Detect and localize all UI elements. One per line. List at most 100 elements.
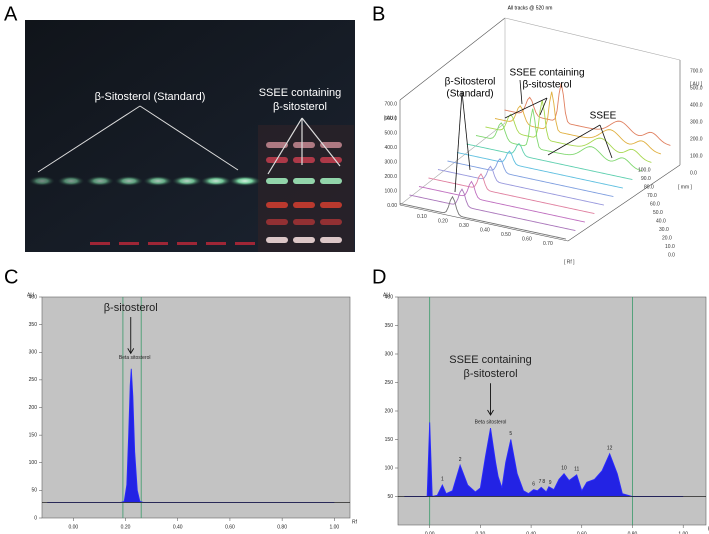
x-tick-label: 0.60 xyxy=(225,524,235,530)
y-tick-label: 400 xyxy=(29,294,38,300)
z-tick-label: 0.00 xyxy=(387,203,397,209)
y-axis-label: AU xyxy=(27,292,34,298)
sample-band xyxy=(320,178,342,184)
plot3d-title: All tracks @ 520 nm xyxy=(508,5,553,11)
sample-band xyxy=(293,219,315,225)
sample-band xyxy=(266,178,288,184)
y-tick-label: 250 xyxy=(29,377,38,383)
z-tick-label: 300.0 xyxy=(384,159,397,165)
depth-tick-label: 100.0 xyxy=(638,167,651,173)
y-tick-label: 250 xyxy=(385,380,394,386)
axis-line xyxy=(399,204,569,242)
x-tick-label: 0.80 xyxy=(277,524,287,530)
origin-band xyxy=(235,242,255,245)
peak-label: 9 xyxy=(549,480,552,486)
track-trace xyxy=(409,188,576,231)
track-trace xyxy=(437,165,604,206)
standard-band xyxy=(29,176,55,186)
peak-label: 7 xyxy=(539,479,542,485)
x-tick-label: 0.20 xyxy=(121,524,131,530)
x-axis-label: Rf xyxy=(352,519,358,525)
sample-band xyxy=(293,142,315,148)
y-tick-label: 100 xyxy=(29,460,38,466)
arrow xyxy=(139,105,239,171)
track-trace xyxy=(485,100,652,163)
depth-unit: [ mm ] xyxy=(678,184,692,190)
densitogram: 50 100 150 200 250 300 350 400 0.00 0.20 0.40 0.60 0… xyxy=(383,292,709,534)
callout: β-sitosterol xyxy=(104,302,158,314)
y-tick-label: 200 xyxy=(29,405,38,411)
arrow xyxy=(539,97,548,116)
depth-tick-label: 20.0 xyxy=(662,235,672,241)
sample-band xyxy=(320,142,342,148)
standard-band xyxy=(143,176,173,186)
standard-band xyxy=(86,176,114,186)
x-tick-label: 0.20 xyxy=(476,531,486,534)
sample-band xyxy=(266,237,288,243)
x-tick-label: 1.00 xyxy=(329,524,339,530)
callout: SSEE containing xyxy=(449,354,532,366)
plot3d-annotation: SSEE containing xyxy=(509,68,584,79)
z-unit: [ AU ] xyxy=(690,81,703,87)
standard-band xyxy=(57,176,85,186)
depth-tick-label: 60.0 xyxy=(650,201,660,207)
depth-tick-label: 10.0 xyxy=(665,244,675,250)
panel-label: B xyxy=(372,3,385,25)
y-tick-label: 400 xyxy=(385,294,394,300)
panel-label: A xyxy=(4,3,18,25)
rf-tick-label: 0.70 xyxy=(543,241,553,247)
origin-band xyxy=(206,242,226,245)
track-trace xyxy=(494,91,662,155)
plot3d-annotation: SSEE xyxy=(590,111,617,122)
track-trace xyxy=(466,142,633,180)
z-unit: [ AU ] xyxy=(384,115,397,121)
origin-band xyxy=(119,242,139,245)
sample-band xyxy=(293,202,315,208)
z-tick-label: 600.0 xyxy=(384,116,397,122)
photo-label: SSEE containing xyxy=(259,87,342,99)
trace xyxy=(404,422,684,498)
arrow xyxy=(461,91,471,171)
depth-tick-label: 40.0 xyxy=(656,218,666,224)
peak-label: 1 xyxy=(441,477,444,483)
z-tick-label: 0.0 xyxy=(690,170,697,176)
track-trace xyxy=(447,157,614,197)
z-tick-label: 700.0 xyxy=(690,68,703,74)
rf-tick-label: 0.20 xyxy=(438,218,448,224)
track-trace xyxy=(418,180,585,223)
sample-band xyxy=(320,202,342,208)
panel-label: C xyxy=(4,266,18,288)
sample-band xyxy=(320,237,342,243)
rf-tick-label: 0.50 xyxy=(501,232,511,238)
axis-line xyxy=(399,122,506,206)
peak-label: Beta sitosterol xyxy=(475,420,507,426)
track-trace xyxy=(399,195,566,240)
arrow-head xyxy=(127,348,135,355)
origin-band xyxy=(90,242,110,245)
sample-band xyxy=(293,157,315,163)
sample-band xyxy=(293,178,315,184)
rf-tick-label: 0.30 xyxy=(459,223,469,229)
waterfall-plot: 700.0 600.0 500.0 400.0 300.0 200.0 100.0 0.00 [… xyxy=(384,17,703,265)
axis-line xyxy=(399,17,506,101)
y-tick-label: 350 xyxy=(29,322,38,328)
z-tick-label: 400.0 xyxy=(384,145,397,151)
peak-label: 11 xyxy=(574,466,579,472)
y-tick-label: 0 xyxy=(34,515,37,521)
depth-tick-label: 30.0 xyxy=(659,227,669,233)
standard-band xyxy=(229,176,261,186)
peak-label: 6 xyxy=(532,481,535,487)
peak-area xyxy=(404,422,684,497)
z-tick-label: 700.0 xyxy=(384,101,397,107)
arrow xyxy=(519,79,523,105)
track-trace xyxy=(428,173,595,214)
axis-line xyxy=(567,164,681,242)
rf-tick-label: 0.40 xyxy=(480,227,490,233)
sample-band xyxy=(266,142,288,148)
rf-tick-label: 0.60 xyxy=(522,236,532,242)
peak-label: Beta sitosterol xyxy=(119,355,151,361)
y-tick-label: 100 xyxy=(385,465,394,471)
sample-band xyxy=(266,202,288,208)
photo-label: β-sitosterol xyxy=(273,101,327,113)
